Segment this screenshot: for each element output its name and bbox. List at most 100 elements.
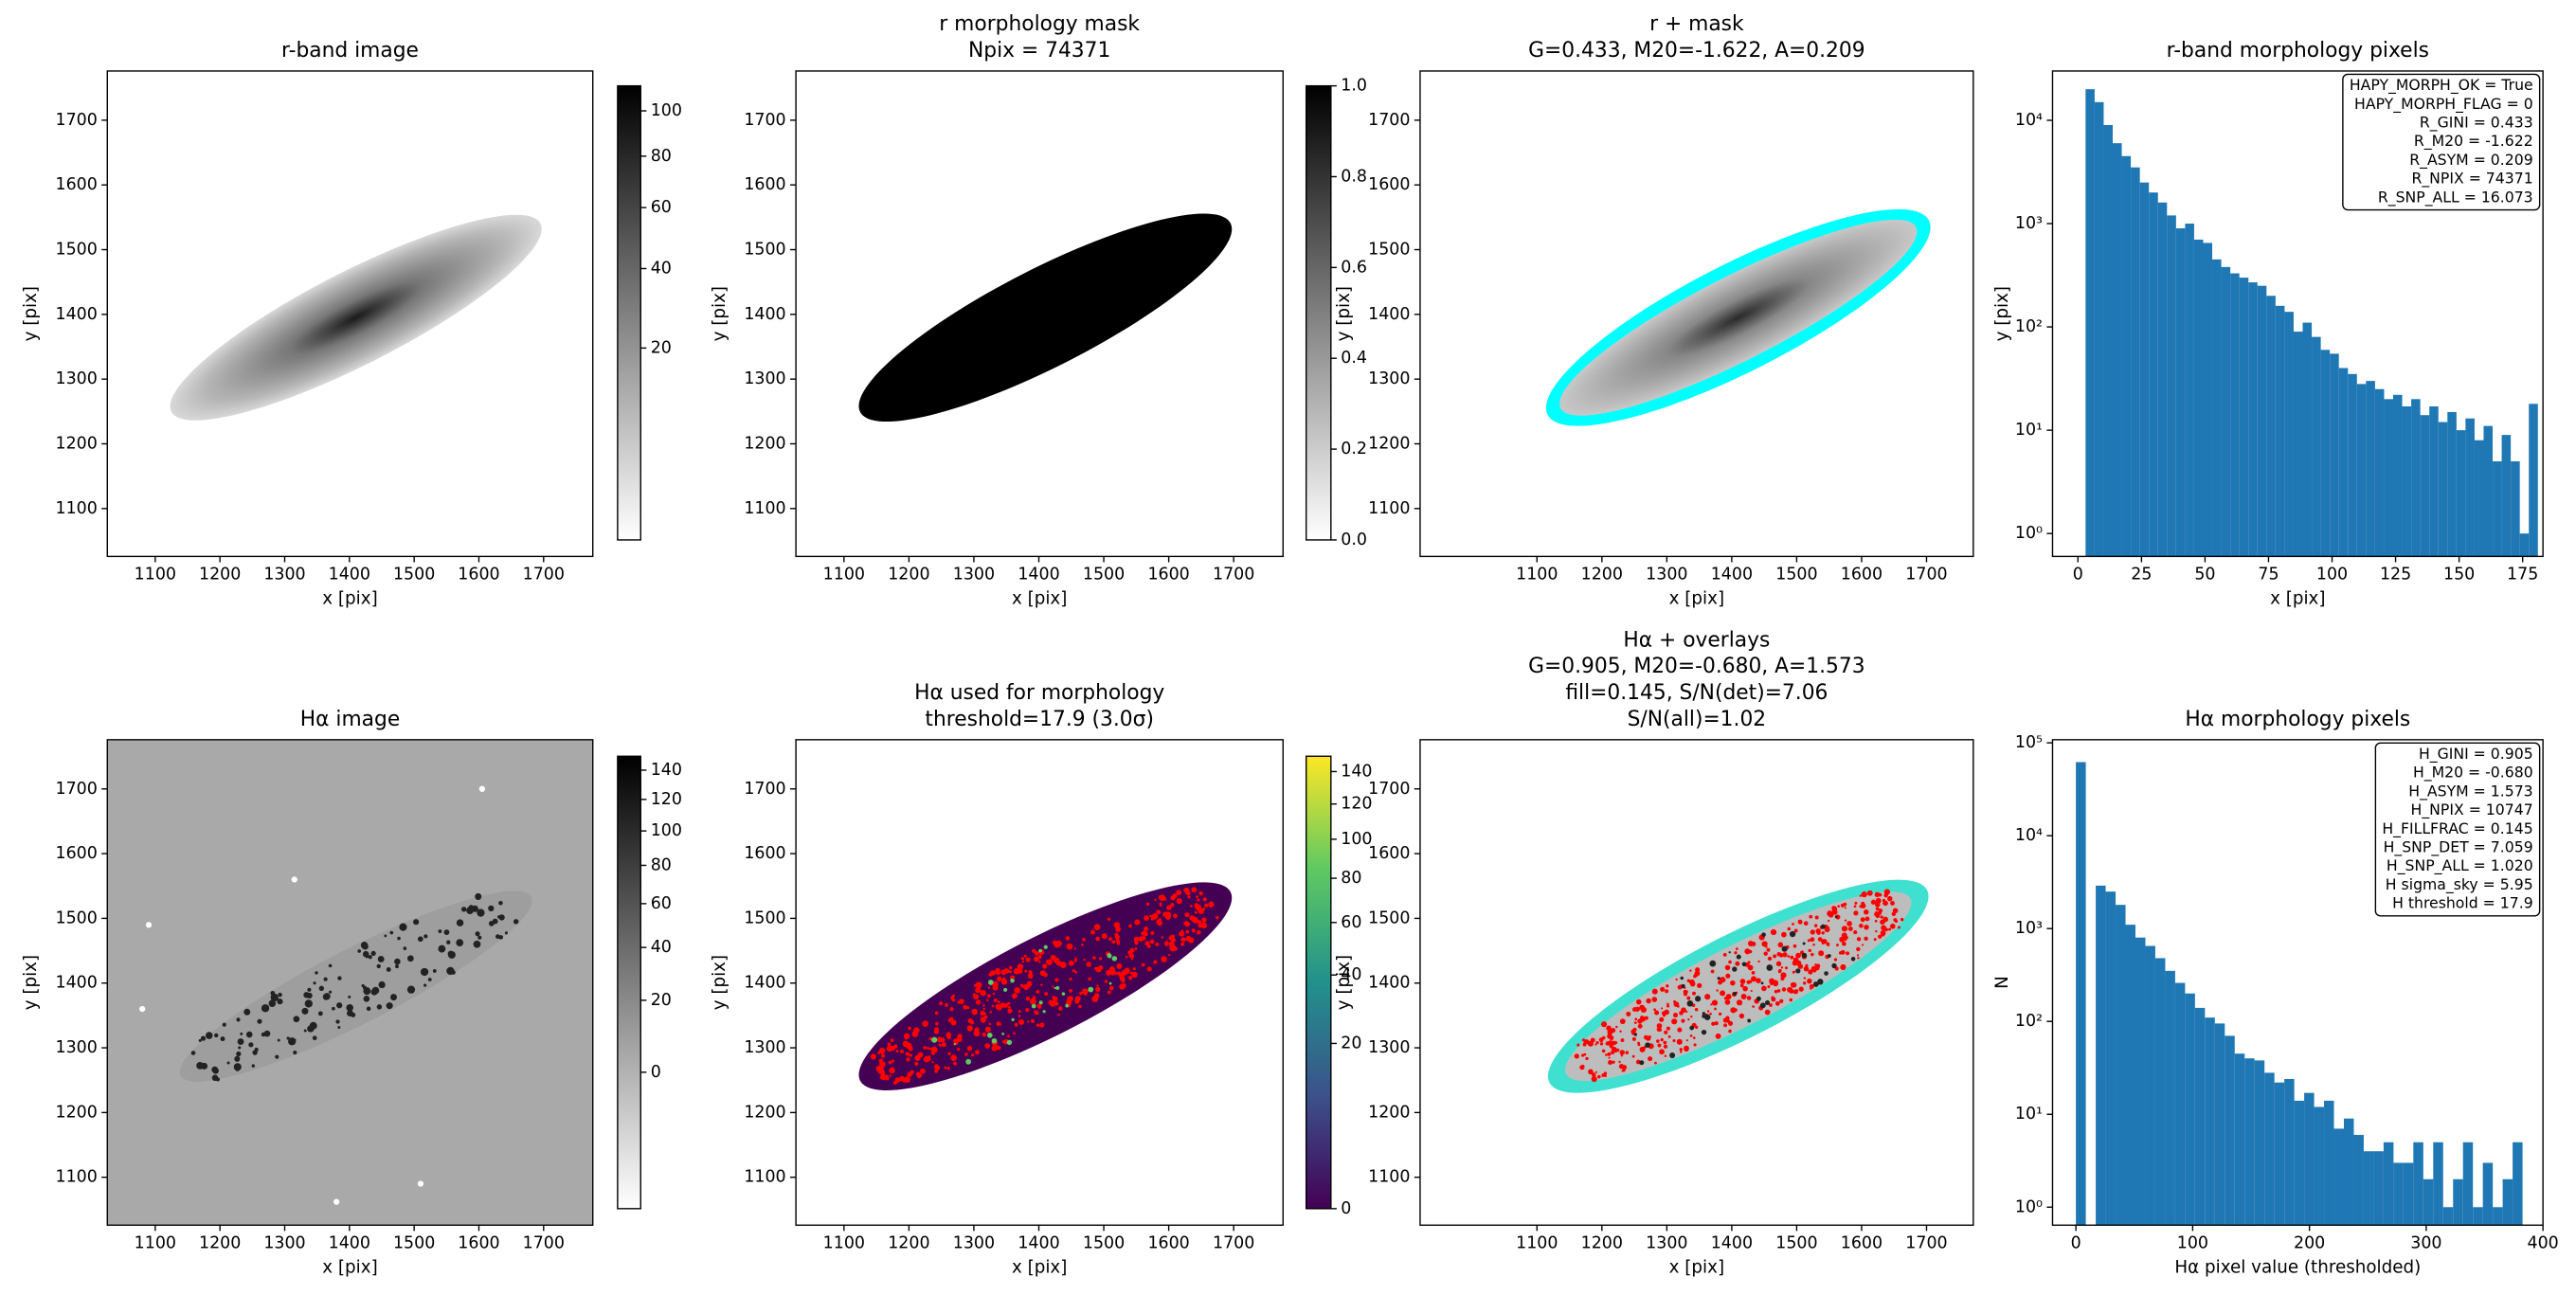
pixel bbox=[1172, 893, 1178, 899]
pixel bbox=[1874, 919, 1878, 923]
pixel bbox=[1081, 944, 1084, 946]
pixel bbox=[1208, 901, 1215, 908]
pixel bbox=[1846, 921, 1852, 926]
pixel bbox=[1607, 1052, 1612, 1056]
stats-line: H threshold = 17.9 bbox=[2392, 894, 2533, 912]
pixel bbox=[1133, 936, 1140, 942]
pixel bbox=[1747, 1018, 1752, 1023]
pixel bbox=[1196, 895, 1198, 899]
pixel bbox=[348, 995, 351, 998]
pixel bbox=[336, 1002, 343, 1009]
pixel bbox=[278, 992, 282, 998]
x-tick-label: 1300 bbox=[263, 1233, 305, 1252]
pixel bbox=[1834, 915, 1838, 919]
bar bbox=[2284, 312, 2294, 557]
pixel bbox=[1007, 1034, 1010, 1038]
bar bbox=[2135, 937, 2146, 1226]
colorbar-tick-label: 80 bbox=[1341, 869, 1361, 888]
pixel bbox=[1018, 1018, 1025, 1025]
pixel bbox=[1169, 944, 1177, 952]
panel-title: Hα + overlays bbox=[1623, 628, 1770, 652]
pixel bbox=[1014, 987, 1020, 994]
bar bbox=[2373, 1151, 2384, 1226]
bar bbox=[2429, 406, 2439, 557]
pixel bbox=[1766, 947, 1771, 952]
pixel bbox=[268, 999, 277, 1008]
pixel bbox=[1000, 969, 1007, 976]
pixel bbox=[329, 990, 333, 994]
pixel bbox=[1073, 959, 1077, 962]
y-axis-label: N bbox=[1992, 976, 2012, 989]
pixel bbox=[1870, 899, 1877, 905]
pixel bbox=[1824, 971, 1828, 976]
pixel bbox=[1718, 1012, 1722, 1016]
pixel bbox=[984, 1026, 991, 1033]
pixel bbox=[378, 980, 386, 989]
bar bbox=[2294, 1100, 2305, 1226]
x-axis-label: Hα pixel value (thresholded) bbox=[2174, 1258, 2421, 1278]
pixel bbox=[1164, 913, 1171, 920]
pixel bbox=[996, 1045, 1001, 1051]
pixel bbox=[1673, 1001, 1680, 1008]
x-tick-label: 300 bbox=[2410, 1233, 2441, 1252]
pixel bbox=[1666, 984, 1669, 988]
stats-line: H_SNP_ALL = 1.020 bbox=[2387, 856, 2533, 875]
pixel bbox=[974, 1027, 980, 1033]
y-tick-label: 1700 bbox=[744, 111, 785, 130]
bar bbox=[2174, 982, 2186, 1226]
pixel bbox=[1072, 969, 1075, 973]
pixel bbox=[1681, 983, 1685, 989]
pixel bbox=[1807, 939, 1810, 943]
pixel bbox=[1809, 914, 1813, 919]
pixel bbox=[1875, 897, 1882, 904]
pixel bbox=[1875, 913, 1881, 919]
bar bbox=[2393, 1162, 2404, 1226]
pixel bbox=[1810, 929, 1815, 935]
y-tick-label: 1500 bbox=[56, 241, 98, 260]
pixel bbox=[277, 998, 283, 1005]
pixel bbox=[999, 1022, 1001, 1026]
pixel bbox=[318, 985, 325, 991]
pixel bbox=[332, 1006, 335, 1011]
bar bbox=[2356, 384, 2367, 557]
pixel bbox=[1694, 970, 1701, 977]
pixel bbox=[1620, 1054, 1623, 1057]
pixel bbox=[1107, 917, 1111, 921]
pixel bbox=[1797, 919, 1803, 925]
pixel bbox=[337, 976, 342, 980]
pixel bbox=[992, 984, 999, 991]
colorbar-tick-label: 0 bbox=[651, 1063, 661, 1082]
pixel bbox=[1744, 948, 1751, 955]
mask-region bbox=[858, 213, 1233, 423]
pixel bbox=[309, 1021, 317, 1030]
pixel bbox=[1767, 984, 1771, 989]
pixel bbox=[346, 1004, 353, 1012]
pixel bbox=[1831, 962, 1837, 969]
pixel bbox=[1685, 1039, 1688, 1042]
bar bbox=[2465, 418, 2475, 557]
pixel bbox=[1840, 903, 1845, 908]
pixel bbox=[1702, 1014, 1706, 1018]
pixel bbox=[1128, 953, 1135, 959]
y-tick-label: 1400 bbox=[1368, 974, 1410, 993]
pixel bbox=[1725, 973, 1731, 979]
pixel bbox=[1096, 984, 1099, 987]
pixel bbox=[1081, 988, 1089, 995]
pixel bbox=[1618, 1060, 1621, 1064]
pixel bbox=[946, 1066, 950, 1070]
pixel bbox=[1651, 988, 1658, 995]
pixel bbox=[1766, 964, 1774, 971]
pixel bbox=[1172, 934, 1175, 938]
pixel bbox=[1615, 1025, 1618, 1029]
pixel bbox=[1736, 947, 1738, 950]
pixel bbox=[1107, 990, 1111, 995]
pixel bbox=[1687, 1018, 1690, 1021]
pixel bbox=[967, 1017, 973, 1024]
bar bbox=[2234, 1053, 2245, 1226]
pixel bbox=[1161, 956, 1167, 962]
pixel bbox=[1621, 1065, 1624, 1068]
pixel bbox=[1676, 1038, 1683, 1045]
bar bbox=[2225, 1035, 2235, 1226]
pixel bbox=[992, 992, 996, 996]
x-axis-label: x [pix] bbox=[322, 589, 377, 609]
